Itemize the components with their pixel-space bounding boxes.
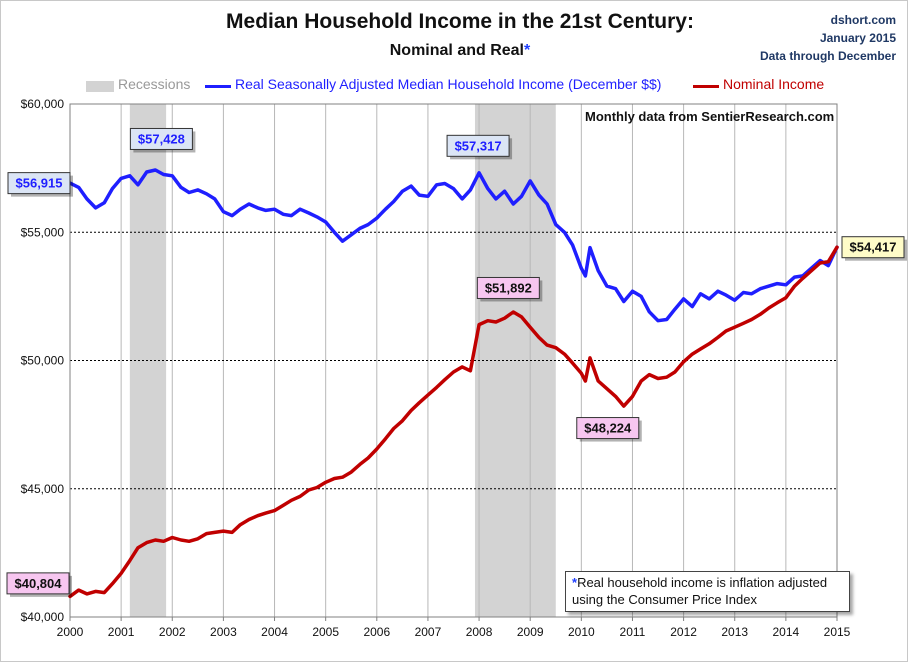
legend-real-label: Real Seasonally Adjusted Median Househol…	[235, 76, 662, 92]
footnote-box: *Real household income is inflation adju…	[565, 571, 850, 612]
x-tick-label: 2000	[57, 625, 84, 639]
callout-label: $56,915	[7, 172, 73, 197]
callout-label: $40,804	[6, 572, 72, 597]
chart-title: Median Household Income in the 21st Cent…	[226, 10, 694, 33]
legend-recession-swatch	[86, 81, 114, 92]
callout-text: $48,224	[584, 421, 632, 436]
legend-nominal-swatch	[693, 85, 719, 88]
series-line-real	[68, 168, 839, 323]
source-site: dshort.com	[830, 13, 896, 27]
y-tick-label: $45,000	[21, 482, 65, 496]
x-tick-label: 2007	[415, 625, 442, 639]
y-tick-label: $60,000	[21, 97, 65, 111]
callout-label: $48,224	[576, 417, 642, 442]
callout-label: $54,417	[841, 236, 907, 261]
x-tick-label: 2014	[773, 625, 800, 639]
callout-box	[7, 172, 71, 195]
x-tick-label: 2001	[108, 625, 135, 639]
chart-subtitle: Nominal and Real*	[160, 42, 760, 60]
x-tick-label: 2005	[312, 625, 339, 639]
callout-text: $57,317	[455, 138, 502, 153]
callout-text: $57,428	[138, 131, 185, 146]
chart-subtitle-text: Nominal and Real	[389, 42, 524, 59]
y-tick-label: $55,000	[21, 225, 65, 239]
legend-real-swatch	[205, 85, 231, 88]
legend-nominal-label: Nominal Income	[723, 76, 825, 92]
source-annotation: Monthly data from SentierResearch.com	[585, 109, 834, 124]
footnote-line-2: using the Consumer Price Index	[572, 592, 757, 607]
callout-label: $57,317	[446, 134, 513, 160]
footnote-line-1: *Real household income is inflation adju…	[572, 574, 843, 591]
callout-text: $56,915	[16, 176, 63, 191]
callout-box	[446, 134, 510, 157]
callout-label: $51,892	[476, 276, 543, 302]
x-tick-label: 2002	[159, 625, 186, 639]
callout-box	[841, 236, 905, 259]
source-info: dshort.com January 2015 Data through Dec…	[760, 11, 896, 65]
x-tick-label: 2006	[363, 625, 390, 639]
source-date: January 2015	[819, 31, 896, 45]
x-tick-label: 2013	[721, 625, 748, 639]
subtitle-asterisk: *	[524, 42, 531, 59]
plot-area	[69, 103, 838, 618]
callout-text: $54,417	[850, 240, 897, 255]
y-tick-label: $50,000	[21, 354, 65, 368]
callout-text: $51,892	[485, 280, 532, 295]
callout-label: $57,428	[129, 127, 196, 153]
callout-box	[476, 276, 540, 299]
callout-box	[129, 127, 193, 150]
series-line-nominal	[68, 245, 839, 599]
x-tick-label: 2015	[824, 625, 851, 639]
legend-recessions-label: Recessions	[118, 76, 191, 92]
footnote-text: Real household income is inflation adjus…	[577, 575, 828, 590]
x-tick-label: 2009	[517, 625, 544, 639]
callout-text: $40,804	[15, 576, 63, 591]
callout-box	[6, 572, 70, 595]
legend: Recessions Real Seasonally Adjusted Medi…	[0, 76, 908, 96]
x-tick-label: 2012	[670, 625, 697, 639]
x-tick-label: 2003	[210, 625, 237, 639]
y-tick-label: $40,000	[21, 610, 65, 624]
x-tick-label: 2004	[261, 625, 288, 639]
footnote-asterisk: *	[572, 575, 578, 590]
x-tick-label: 2011	[620, 625, 646, 639]
x-tick-label: 2010	[568, 625, 595, 639]
callout-box	[576, 417, 640, 440]
x-tick-label: 2008	[466, 625, 493, 639]
source-data-through: Data through December	[759, 49, 896, 63]
